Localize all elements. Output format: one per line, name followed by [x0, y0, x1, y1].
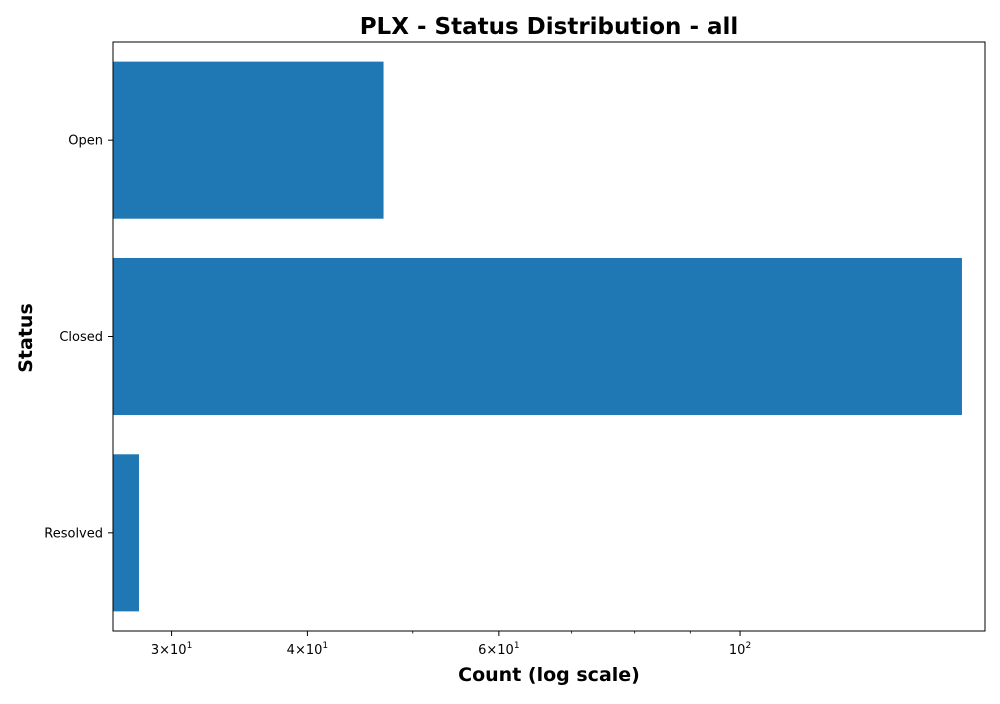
- y-axis-label: Status: [15, 303, 37, 373]
- x-tick-label: 102: [729, 641, 751, 658]
- x-tick-label-base: 10: [729, 643, 746, 658]
- plot-frame: [112, 41, 986, 632]
- bars-layer: [113, 61, 962, 612]
- x-tick-label-exponent: 1: [187, 641, 193, 651]
- y-tick-label-open: Open: [68, 134, 103, 149]
- x-tick-label: 3×101: [151, 641, 192, 658]
- x-tick-label-base: 4×10: [287, 643, 323, 658]
- x-axis-label: Count (log scale): [458, 664, 640, 686]
- y-tick-label-resolved: Resolved: [44, 526, 103, 541]
- x-tick-label-exponent: 2: [745, 641, 751, 651]
- bar-closed: [113, 257, 962, 416]
- x-tick-label-exponent: 1: [514, 641, 520, 651]
- y-tick-label-closed: Closed: [59, 330, 103, 345]
- x-tick-label: 4×101: [287, 641, 328, 658]
- bar-open: [113, 61, 384, 219]
- chart-title: PLX - Status Distribution - all: [360, 14, 739, 40]
- x-tick-label: 6×101: [478, 641, 519, 658]
- bar-resolved: [113, 454, 139, 612]
- x-tick-label-base: 6×10: [478, 643, 514, 658]
- x-tick-label-exponent: 1: [322, 641, 328, 651]
- x-tick-label-base: 3×10: [151, 643, 187, 658]
